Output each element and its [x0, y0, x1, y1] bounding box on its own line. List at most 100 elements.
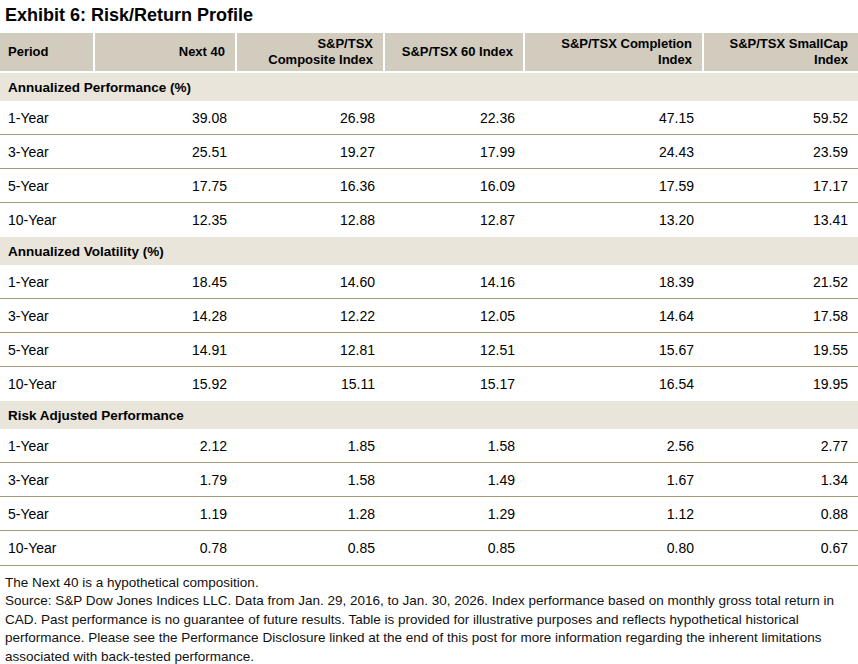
exhibit-page: Exhibit 6: Risk/Return Profile PeriodNex…	[0, 5, 858, 664]
column-header-period: Period	[0, 33, 95, 71]
period-cell: 5-Year	[0, 169, 95, 202]
value-cell: 14.91	[95, 333, 237, 366]
section-header-row: Annualized Performance (%)	[0, 73, 858, 101]
value-cell: 0.80	[525, 531, 704, 565]
value-cell: 14.64	[525, 299, 704, 332]
value-cell: 17.99	[385, 135, 525, 168]
period-cell: 1-Year	[0, 429, 95, 462]
section-header-row: Annualized Volatility (%)	[0, 237, 858, 265]
value-cell: 1.58	[385, 429, 525, 462]
risk-return-table: PeriodNext 40S&P/TSX Composite IndexS&P/…	[0, 33, 858, 566]
value-cell: 24.43	[525, 135, 704, 168]
value-cell: 12.81	[237, 333, 385, 366]
value-cell: 0.85	[385, 531, 525, 565]
value-cell: 0.85	[237, 531, 385, 565]
value-cell: 39.08	[95, 101, 237, 134]
table-row: 3-Year14.2812.2212.0514.6417.58	[0, 299, 858, 333]
value-cell: 12.88	[237, 203, 385, 237]
table-row: 3-Year25.5119.2717.9924.4323.59	[0, 135, 858, 169]
value-cell: 15.67	[525, 333, 704, 366]
value-cell: 1.85	[237, 429, 385, 462]
value-cell: 2.77	[704, 429, 858, 462]
table-body: Annualized Performance (%)1-Year39.0826.…	[0, 73, 858, 565]
table-row: 1-Year18.4514.6014.1618.3921.52	[0, 265, 858, 299]
period-cell: 5-Year	[0, 497, 95, 530]
value-cell: 19.27	[237, 135, 385, 168]
period-cell: 3-Year	[0, 463, 95, 496]
footnote-source: Source: S&P Dow Jones Indices LLC. Data …	[5, 592, 853, 664]
value-cell: 12.87	[385, 203, 525, 237]
table-row: 10-Year15.9215.1115.1716.5419.95	[0, 367, 858, 401]
value-cell: 16.36	[237, 169, 385, 202]
table-header-row: PeriodNext 40S&P/TSX Composite IndexS&P/…	[0, 33, 858, 71]
column-header: Next 40	[95, 33, 237, 71]
value-cell: 21.52	[704, 265, 858, 298]
value-cell: 1.67	[525, 463, 704, 496]
value-cell: 19.55	[704, 333, 858, 366]
table-row: 10-Year0.780.850.850.800.67	[0, 531, 858, 565]
period-cell: 3-Year	[0, 299, 95, 332]
value-cell: 12.51	[385, 333, 525, 366]
column-header: S&P/TSX 60 Index	[385, 33, 525, 71]
table-row: 5-Year1.191.281.291.120.88	[0, 497, 858, 531]
table-row: 5-Year17.7516.3616.0917.5917.17	[0, 169, 858, 203]
value-cell: 1.28	[237, 497, 385, 530]
value-cell: 23.59	[704, 135, 858, 168]
exhibit-title: Exhibit 6: Risk/Return Profile	[5, 5, 858, 26]
value-cell: 0.67	[704, 531, 858, 565]
value-cell: 12.35	[95, 203, 237, 237]
value-cell: 18.39	[525, 265, 704, 298]
value-cell: 1.12	[525, 497, 704, 530]
column-header: S&P/TSX SmallCap Index	[704, 33, 858, 71]
value-cell: 1.79	[95, 463, 237, 496]
value-cell: 17.75	[95, 169, 237, 202]
table-row: 1-Year2.121.851.582.562.77	[0, 429, 858, 463]
value-cell: 14.60	[237, 265, 385, 298]
value-cell: 14.16	[385, 265, 525, 298]
column-header: S&P/TSX Completion Index	[525, 33, 704, 71]
period-cell: 1-Year	[0, 265, 95, 298]
footnotes: The Next 40 is a hypothetical compositio…	[5, 574, 853, 664]
value-cell: 1.58	[237, 463, 385, 496]
period-cell: 10-Year	[0, 531, 95, 565]
footnote-hypothetical: The Next 40 is a hypothetical compositio…	[5, 574, 853, 592]
value-cell: 0.78	[95, 531, 237, 565]
period-cell: 5-Year	[0, 333, 95, 366]
period-cell: 1-Year	[0, 101, 95, 134]
value-cell: 2.56	[525, 429, 704, 462]
value-cell: 0.88	[704, 497, 858, 530]
value-cell: 1.49	[385, 463, 525, 496]
period-cell: 10-Year	[0, 367, 95, 401]
period-cell: 3-Year	[0, 135, 95, 168]
value-cell: 1.34	[704, 463, 858, 496]
value-cell: 1.19	[95, 497, 237, 530]
value-cell: 15.11	[237, 367, 385, 401]
value-cell: 15.92	[95, 367, 237, 401]
value-cell: 12.05	[385, 299, 525, 332]
value-cell: 14.28	[95, 299, 237, 332]
value-cell: 59.52	[704, 101, 858, 134]
value-cell: 12.22	[237, 299, 385, 332]
table-row: 1-Year39.0826.9822.3647.1559.52	[0, 101, 858, 135]
value-cell: 16.54	[525, 367, 704, 401]
value-cell: 19.95	[704, 367, 858, 401]
value-cell: 16.09	[385, 169, 525, 202]
value-cell: 18.45	[95, 265, 237, 298]
period-cell: 10-Year	[0, 203, 95, 237]
value-cell: 22.36	[385, 101, 525, 134]
value-cell: 17.58	[704, 299, 858, 332]
table-row: 3-Year1.791.581.491.671.34	[0, 463, 858, 497]
value-cell: 13.41	[704, 203, 858, 237]
section-header-row: Risk Adjusted Performance	[0, 401, 858, 429]
value-cell: 47.15	[525, 101, 704, 134]
value-cell: 1.29	[385, 497, 525, 530]
value-cell: 25.51	[95, 135, 237, 168]
value-cell: 17.17	[704, 169, 858, 202]
value-cell: 26.98	[237, 101, 385, 134]
value-cell: 17.59	[525, 169, 704, 202]
column-header: S&P/TSX Composite Index	[237, 33, 385, 71]
value-cell: 15.17	[385, 367, 525, 401]
value-cell: 2.12	[95, 429, 237, 462]
value-cell: 13.20	[525, 203, 704, 237]
table-row: 10-Year12.3512.8812.8713.2013.41	[0, 203, 858, 237]
